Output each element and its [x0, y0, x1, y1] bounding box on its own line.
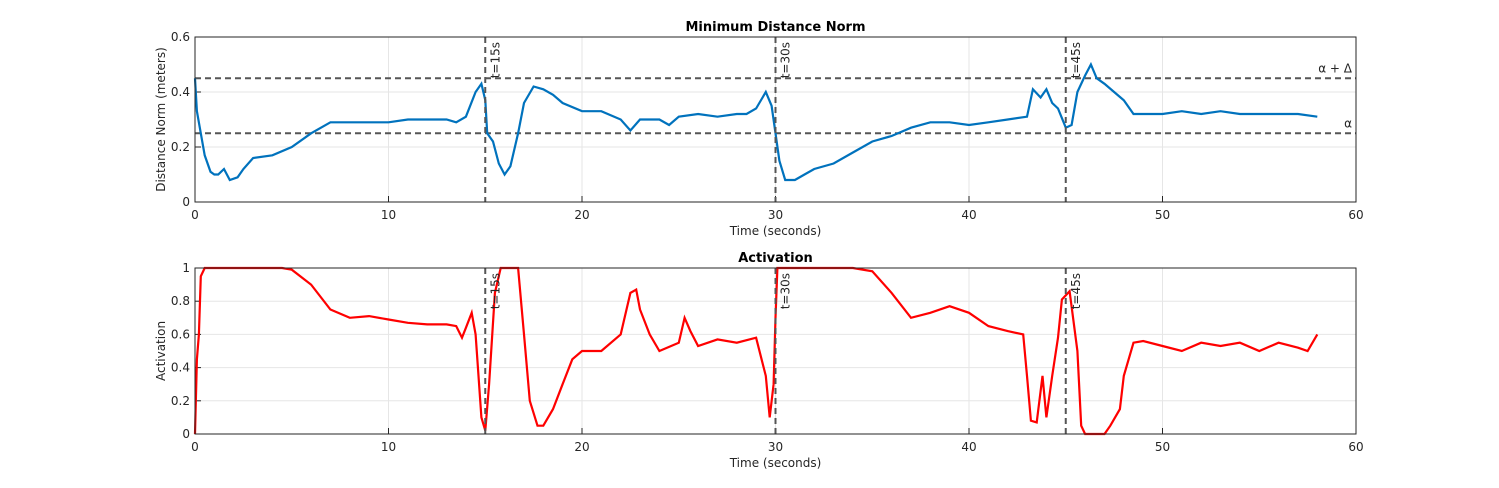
- x-tick-label: 20: [574, 208, 589, 222]
- event-label: t=30s: [779, 273, 793, 309]
- x-tick-label: 30: [768, 440, 783, 454]
- y-tick-label: 0.8: [171, 294, 190, 308]
- axes-box: [194, 267, 1357, 435]
- event-label: t=45s: [1069, 273, 1083, 309]
- y-tick-label: 0: [182, 427, 190, 441]
- x-tick-label: 60: [1348, 440, 1363, 454]
- y-tick-label: 0.6: [171, 30, 190, 44]
- threshold-label: α + Δ: [1318, 61, 1353, 75]
- y-tick-label: 0: [182, 195, 190, 209]
- chart-title: Activation: [738, 251, 813, 266]
- data-line: [193, 61, 1318, 182]
- y-axis-label: Activation: [154, 321, 168, 381]
- event-label: t=15s: [488, 42, 502, 78]
- y-tick-label: 1: [182, 261, 190, 275]
- axes-box: [194, 36, 1357, 203]
- chart-title: Minimum Distance Norm: [685, 20, 865, 35]
- event-label: t=30s: [779, 42, 793, 78]
- x-tick-label: 20: [574, 440, 589, 454]
- event-label: t=15s: [488, 273, 502, 309]
- x-tick-label: 10: [381, 440, 396, 454]
- x-tick-label: 0: [191, 440, 199, 454]
- x-tick-label: 50: [1155, 208, 1170, 222]
- event-label: t=45s: [1069, 42, 1083, 78]
- x-axis-label: Time (seconds): [729, 456, 822, 470]
- y-axis-label: Distance Norm (meters): [154, 47, 168, 192]
- y-tick-label: 0.2: [171, 394, 190, 408]
- x-tick-label: 50: [1155, 440, 1170, 454]
- y-tick-label: 0.4: [171, 361, 190, 375]
- x-tick-label: 30: [768, 208, 783, 222]
- x-tick-label: 40: [961, 440, 976, 454]
- threshold-label: α: [1344, 116, 1352, 130]
- y-tick-label: 0.2: [171, 140, 190, 154]
- x-tick-label: 10: [381, 208, 396, 222]
- x-tick-label: 0: [191, 208, 199, 222]
- y-tick-label: 0.4: [171, 85, 190, 99]
- y-tick-label: 0.6: [171, 327, 190, 341]
- x-tick-label: 60: [1348, 208, 1363, 222]
- x-tick-label: 40: [961, 208, 976, 222]
- x-axis-label: Time (seconds): [729, 224, 822, 238]
